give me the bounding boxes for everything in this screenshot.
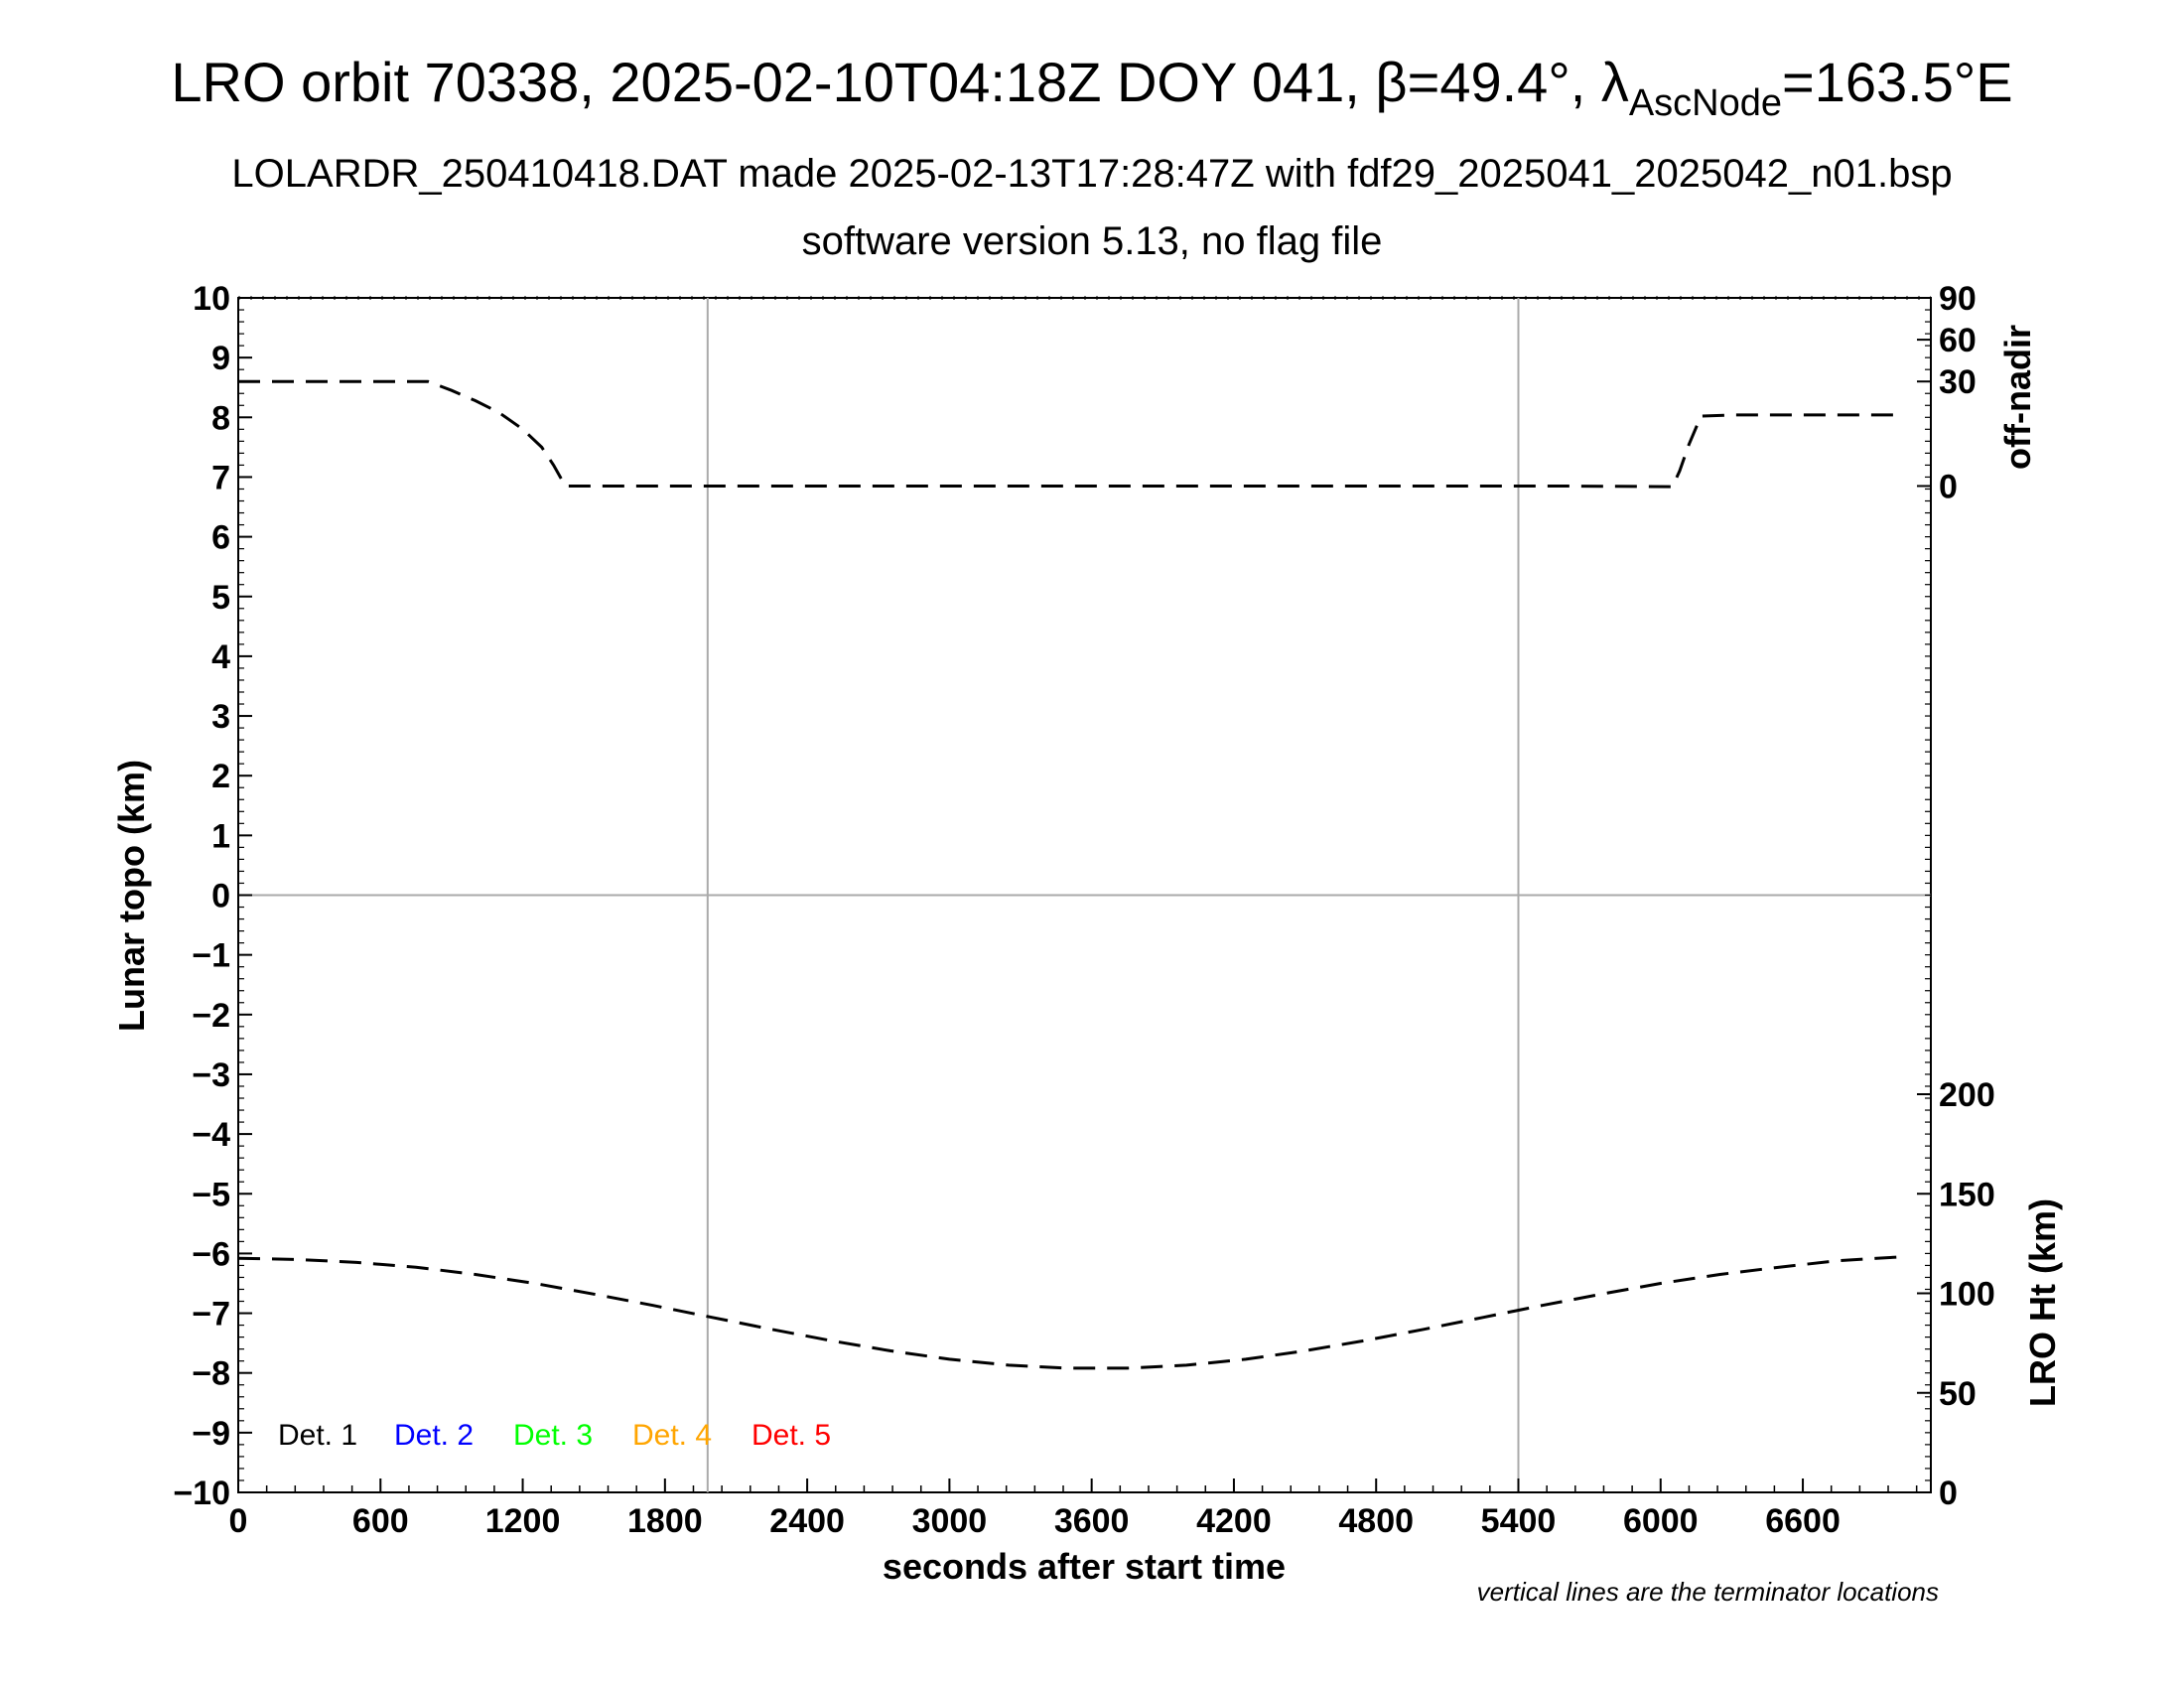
- y-tick-label: 9: [211, 340, 230, 377]
- x-tick-label: 3000: [912, 1502, 988, 1540]
- title-subscript: AscNode: [1629, 82, 1782, 124]
- right-bottom-tick-label: 0: [1939, 1475, 1958, 1512]
- y-tick-label: −8: [192, 1355, 230, 1393]
- y-tick-label: −6: [192, 1235, 230, 1273]
- right-top-tick-label: 60: [1939, 322, 1977, 359]
- chart-subtitle-1: LOLARDR_250410418.DAT made 2025-02-13T17…: [231, 152, 1952, 196]
- y-tick-label: −1: [192, 937, 230, 975]
- y-tick-label: 1: [211, 817, 230, 855]
- legend-item-det1: Det. 1: [278, 1419, 357, 1452]
- y-tick-label: −9: [192, 1415, 230, 1453]
- title-prefix: LRO orbit 70338, 2025-02-10T04:18Z DOY 0…: [171, 51, 1628, 113]
- y-tick-label: 2: [211, 758, 230, 795]
- y-tick-label: 4: [211, 638, 230, 676]
- x-tick-label: 1200: [485, 1502, 561, 1540]
- x-tick-label: 6000: [1623, 1502, 1699, 1540]
- right-bottom-tick-label: 200: [1939, 1076, 1995, 1114]
- legend-item-det5: Det. 5: [751, 1419, 831, 1452]
- y-tick-label: −4: [192, 1116, 230, 1154]
- off-nadir-series-line: [238, 379, 1898, 489]
- y-tick-label: −2: [192, 997, 230, 1035]
- x-tick-label: 6600: [1765, 1502, 1841, 1540]
- x-tick-label: 3600: [1054, 1502, 1130, 1540]
- y-tick-label: 0: [211, 878, 230, 915]
- series-layer: [237, 379, 1898, 1370]
- x-tick-label: 2400: [769, 1502, 845, 1540]
- x-tick-label: 600: [352, 1502, 409, 1540]
- y-tick-label: 8: [211, 399, 230, 437]
- y-axis-label-right-top: off-nadir: [1997, 325, 2038, 470]
- y-tick-label: 6: [211, 519, 230, 557]
- terminator-note: vertical lines are the terminator locati…: [1477, 1577, 1939, 1607]
- right-top-tick-label: 30: [1939, 363, 1977, 401]
- x-tick-label: 4800: [1338, 1502, 1414, 1540]
- lro-height-series-line: [237, 1255, 1898, 1370]
- x-tick-label: 4200: [1196, 1502, 1272, 1540]
- chart-title: LRO orbit 70338, 2025-02-10T04:18Z DOY 0…: [171, 51, 2012, 124]
- right-bottom-tick-label: 100: [1939, 1276, 1995, 1314]
- tick-layer: 0 600 1200 1800 2400 3000 3600 4200 4800 5400 6000…: [173, 280, 1994, 1540]
- y-tick-label: −3: [192, 1056, 230, 1094]
- y-tick-label: 10: [193, 280, 230, 318]
- y-tick-label: −7: [192, 1296, 230, 1334]
- y-tick-label: 7: [211, 459, 230, 496]
- x-tick-label: 1800: [627, 1502, 703, 1540]
- right-bottom-tick-label: 50: [1939, 1375, 1977, 1413]
- y-tick-label: −10: [173, 1475, 230, 1512]
- x-tick-label: 0: [229, 1502, 248, 1540]
- x-tick-label: 5400: [1481, 1502, 1557, 1540]
- legend-item-det2: Det. 2: [394, 1419, 474, 1452]
- y-axis-label-right-bottom: LRO Ht (km): [2022, 1198, 2063, 1407]
- y-tick-label: −5: [192, 1176, 230, 1213]
- right-bottom-tick-label: 150: [1939, 1176, 1995, 1213]
- title-suffix: =163.5°E: [1782, 51, 2013, 113]
- x-axis-label: seconds after start time: [883, 1546, 1286, 1587]
- y-axis-label-left: Lunar topo (km): [111, 760, 152, 1032]
- y-tick-label: 5: [211, 579, 230, 617]
- right-top-tick-label: 90: [1939, 280, 1977, 318]
- grid-layer: [238, 298, 1931, 1492]
- y-tick-label: 3: [211, 698, 230, 736]
- right-top-tick-label: 0: [1939, 468, 1958, 505]
- legend-item-det4: Det. 4: [632, 1419, 712, 1452]
- legend-item-det3: Det. 3: [513, 1419, 593, 1452]
- legend: Det. 1 Det. 2 Det. 3 Det. 4 Det. 5: [278, 1419, 831, 1452]
- chart-subtitle-2: software version 5.13, no flag file: [802, 219, 1383, 263]
